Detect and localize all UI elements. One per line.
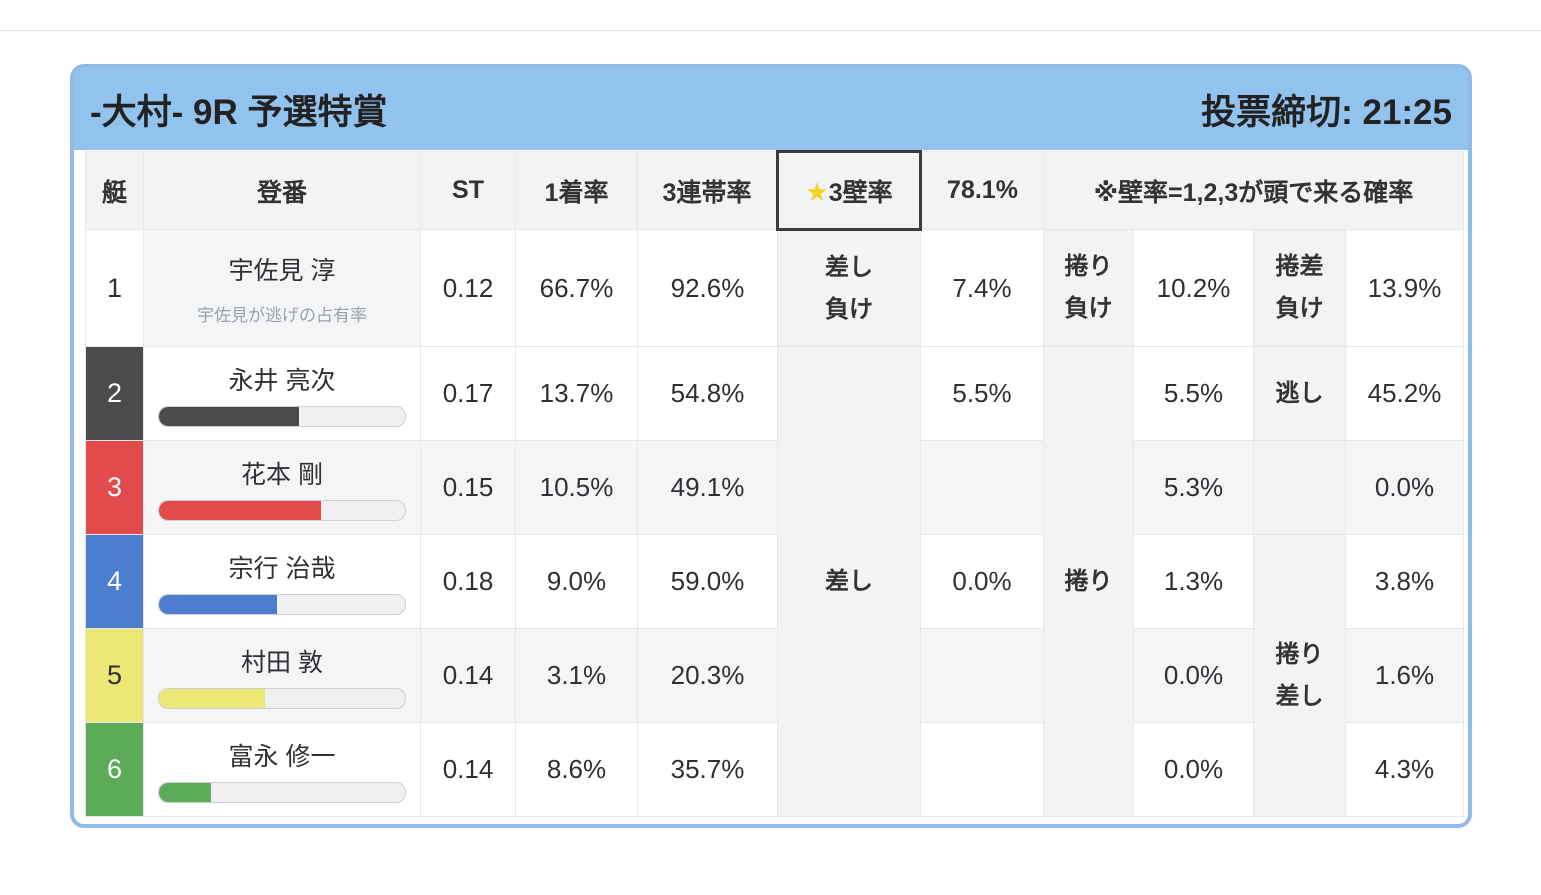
label-empty	[1253, 440, 1346, 535]
makuri-value: 5.3%	[1133, 440, 1254, 535]
last-value: 45.2%	[1344, 346, 1465, 441]
racer-stat-bar-fill	[159, 406, 300, 426]
page-top-divider	[0, 30, 1541, 31]
col-header-racer: 登番	[143, 151, 421, 230]
st-value: 0.15	[420, 440, 516, 535]
top3-rate-value: 59.0%	[637, 534, 778, 629]
boat-number-6: 6	[85, 722, 144, 817]
racer-stat-bar	[158, 405, 406, 427]
label-makuri-make: 捲り 負け	[1043, 229, 1134, 347]
makuri-value: 10.2%	[1133, 229, 1254, 347]
racer-row-6: 6 富永 修一 0.14 8.6% 35.7% 0.0% 4.3%	[85, 722, 1465, 817]
boat-number-5: 5	[85, 628, 144, 723]
makuri-value: 0.0%	[1133, 628, 1254, 723]
win-rate-value: 13.7%	[515, 346, 638, 441]
top3-rate-value: 49.1%	[637, 440, 778, 535]
col-header-st: ST	[420, 151, 516, 230]
racer-row-5: 5 村田 敦 0.14 3.1% 20.3% 0.0% 1.6%	[85, 628, 1465, 723]
st-value: 0.14	[420, 722, 516, 817]
vote-deadline: 投票締切: 21:25	[1201, 92, 1452, 132]
racer-cell-4: 宗行 治哉	[143, 534, 421, 629]
top3-rate-value: 54.8%	[637, 346, 778, 441]
race-table-wrapper: 艇 登番 ST 1着率 3連帯率 ★3壁率 78.1% ※壁率=1,2,3が頭で…	[74, 150, 1468, 824]
merged-label-makuri: 捲り	[1043, 346, 1134, 817]
racer-name: 宇佐見 淳	[228, 256, 336, 285]
sashi-value	[920, 440, 1044, 535]
boat-number-4: 4	[85, 534, 144, 629]
racer-subtitle: 宇佐見が逃げの占有率	[197, 305, 367, 325]
win-rate-value: 3.1%	[515, 628, 638, 723]
racer-name: 富永 修一	[228, 742, 336, 771]
merged-label-sashi: 差し	[777, 346, 921, 817]
sashi-value: 5.5%	[920, 346, 1044, 441]
racer-cell-5: 村田 敦	[143, 628, 421, 723]
boat-number-2: 2	[85, 346, 144, 441]
win-rate-value: 66.7%	[515, 229, 638, 347]
sashi-value	[920, 722, 1044, 817]
racer-name: 宗行 治哉	[228, 554, 336, 583]
makuri-value: 5.5%	[1133, 346, 1254, 441]
label-nigashi: 逃し	[1253, 346, 1346, 441]
sashi-value: 0.0%	[920, 534, 1044, 629]
win-rate-value: 10.5%	[515, 440, 638, 535]
label-makusa-make: 捲差 負け	[1253, 229, 1346, 347]
col-header-win-rate: 1着率	[515, 151, 638, 230]
sashi-value: 7.4%	[920, 229, 1044, 347]
racer-stat-bar-fill	[159, 500, 322, 520]
boat-number-1: 1	[85, 229, 144, 347]
last-value: 4.3%	[1344, 722, 1465, 817]
racer-cell-1: 宇佐見 淳 宇佐見が逃げの占有率	[143, 229, 421, 347]
st-value: 0.14	[420, 628, 516, 723]
merged-label-makurizashi: 捲り 差し	[1253, 534, 1346, 817]
wall-rate-button[interactable]: ★3壁率	[776, 150, 922, 231]
racer-stat-bar-fill	[159, 594, 278, 614]
racer-name: 永井 亮次	[228, 366, 336, 395]
st-value: 0.17	[420, 346, 516, 441]
wall-rate-label: 3壁率	[828, 178, 893, 207]
racer-stat-bar	[158, 593, 406, 615]
last-value: 0.0%	[1344, 440, 1465, 535]
st-value: 0.12	[420, 229, 516, 347]
racer-stat-bar-fill	[159, 688, 265, 708]
st-value: 0.18	[420, 534, 516, 629]
racer-stat-bar-fill	[159, 782, 211, 802]
last-value: 1.6%	[1344, 628, 1465, 723]
last-value: 3.8%	[1344, 534, 1465, 629]
race-table: 艇 登番 ST 1着率 3連帯率 ★3壁率 78.1% ※壁率=1,2,3が頭で…	[85, 150, 1465, 817]
win-rate-value: 8.6%	[515, 722, 638, 817]
makuri-value: 1.3%	[1133, 534, 1254, 629]
makusa-value: 13.9%	[1344, 229, 1465, 347]
col-header-boat: 艇	[85, 151, 144, 230]
racer-row-1: 1 宇佐見 淳 宇佐見が逃げの占有率 0.12 66.7% 92.6% 差し 負…	[85, 229, 1465, 347]
sashi-value	[920, 628, 1044, 723]
boat-number-3: 3	[85, 440, 144, 535]
race-card: -大村- 9R 予選特賞 投票締切: 21:25 艇 登番 ST 1着率 3連帯…	[70, 64, 1472, 828]
top3-rate-value: 35.7%	[637, 722, 778, 817]
racer-stat-bar	[158, 499, 406, 521]
racer-row-4: 4 宗行 治哉 0.18 9.0% 59.0% 0.0% 1.3% 捲り 差し …	[85, 534, 1465, 817]
wall-rate-value: 78.1%	[920, 151, 1044, 230]
racer-cell-2: 永井 亮次	[143, 346, 421, 441]
racer-name: 花本 剛	[241, 460, 323, 489]
top3-rate-value: 92.6%	[637, 229, 778, 347]
top3-rate-value: 20.3%	[637, 628, 778, 723]
racer-cell-6: 富永 修一	[143, 722, 421, 817]
table-header-row: 艇 登番 ST 1着率 3連帯率 ★3壁率 78.1% ※壁率=1,2,3が頭で…	[85, 150, 1465, 231]
racer-stat-bar	[158, 687, 406, 709]
makuri-value: 0.0%	[1133, 722, 1254, 817]
racer-cell-3: 花本 剛	[143, 440, 421, 535]
wall-rate-note: ※壁率=1,2,3が頭で来る確率	[1042, 151, 1465, 230]
win-rate-value: 9.0%	[515, 534, 638, 629]
racer-name: 村田 敦	[241, 648, 323, 677]
race-card-header: -大村- 9R 予選特賞 投票締切: 21:25	[74, 68, 1468, 150]
col-header-top3-rate: 3連帯率	[637, 151, 778, 230]
racer-stat-bar	[158, 781, 406, 803]
label-sashi-make: 差し 負け	[777, 229, 921, 347]
racer-row-3: 3 花本 剛 0.15 10.5% 49.1% 5.3% 0.0%	[85, 440, 1465, 535]
star-icon: ★	[805, 176, 829, 207]
race-title: -大村- 9R 予選特賞	[90, 92, 388, 132]
racer-row-2: 2 永井 亮次 0.17 13.7% 54.8% 差し 5.5% 捲り 5.5%…	[85, 346, 1465, 817]
